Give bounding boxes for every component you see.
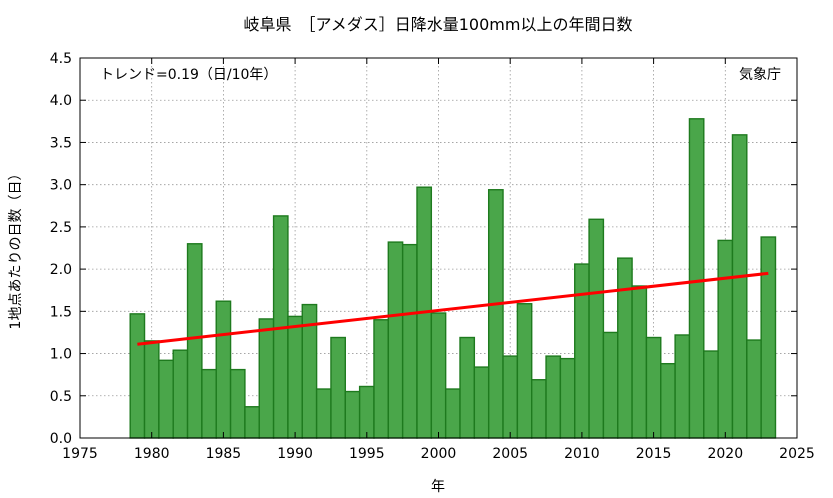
x-tick-label: 2020 [707, 446, 743, 462]
source-label: 気象庁 [739, 67, 781, 83]
bar [287, 315, 303, 439]
bar [588, 218, 605, 439]
bar [358, 385, 375, 439]
trend-annotation: トレンド=0.19（日/10年） [100, 67, 277, 83]
y-tick-label: 2.5 [50, 220, 72, 236]
x-tick-label: 1995 [349, 446, 385, 462]
axis-ticks: 1975 1980 1985 1990 1995 2000 2005 2010 2015 2020… [50, 51, 815, 462]
bar [502, 355, 519, 439]
y-tick-label: 4.0 [50, 93, 72, 109]
y-tick-label: 1.0 [50, 347, 72, 363]
bar [215, 300, 232, 439]
y-tick-label: 0.5 [50, 389, 72, 405]
bar [129, 313, 146, 439]
bar [444, 388, 461, 439]
bar [717, 239, 734, 439]
bar [688, 118, 705, 439]
x-tick-label: 1975 [62, 446, 98, 462]
bar [143, 340, 160, 439]
bar [387, 241, 404, 439]
bar [602, 331, 619, 439]
y-tick-label: 2.0 [50, 262, 72, 278]
bar [631, 285, 648, 439]
bar [186, 243, 203, 439]
bar [229, 368, 246, 439]
x-tick-label: 2010 [564, 446, 600, 462]
bar [731, 134, 748, 439]
bar [330, 336, 346, 439]
bar [315, 388, 332, 439]
bar [574, 263, 590, 439]
bar [516, 303, 533, 439]
bar [703, 350, 719, 439]
bar [244, 406, 260, 439]
bar [617, 257, 633, 439]
bar [401, 243, 418, 439]
bar [373, 319, 390, 439]
y-tick-label: 1.5 [50, 304, 72, 320]
x-tick-label: 2005 [492, 446, 528, 462]
y-tick-label: 0.0 [50, 431, 72, 447]
bar [258, 318, 275, 439]
bar [674, 334, 691, 439]
bar [473, 366, 490, 439]
x-tick-label: 1985 [206, 446, 242, 462]
y-tick-label: 3.5 [50, 135, 72, 151]
bar [531, 379, 547, 439]
bar [201, 368, 217, 439]
bar [760, 236, 777, 439]
x-tick-label: 1990 [277, 446, 313, 462]
bar [559, 357, 576, 439]
y-axis-label: 1地点あたりの日数（日） [8, 167, 24, 330]
bar [545, 355, 562, 439]
bar [344, 390, 361, 439]
bar [645, 336, 662, 439]
x-tick-label: 2015 [636, 446, 672, 462]
bars [129, 118, 777, 439]
bar [660, 362, 676, 439]
bar [459, 336, 476, 439]
y-tick-label: 4.5 [50, 51, 72, 67]
bar [430, 312, 447, 439]
x-tick-label: 2000 [421, 446, 457, 462]
trend-line [137, 271, 769, 346]
bar [746, 339, 762, 439]
x-tick-label: 1980 [134, 446, 170, 462]
bar [158, 359, 174, 439]
bar [487, 189, 504, 439]
x-tick-label: 2025 [779, 446, 815, 462]
bar [172, 349, 189, 439]
x-axis-label: 年 [431, 479, 445, 495]
y-tick-label: 3.0 [50, 178, 72, 194]
chart-title: 岐阜県 ［アメダス］日降水量100mm以上の年間日数 [244, 15, 633, 34]
